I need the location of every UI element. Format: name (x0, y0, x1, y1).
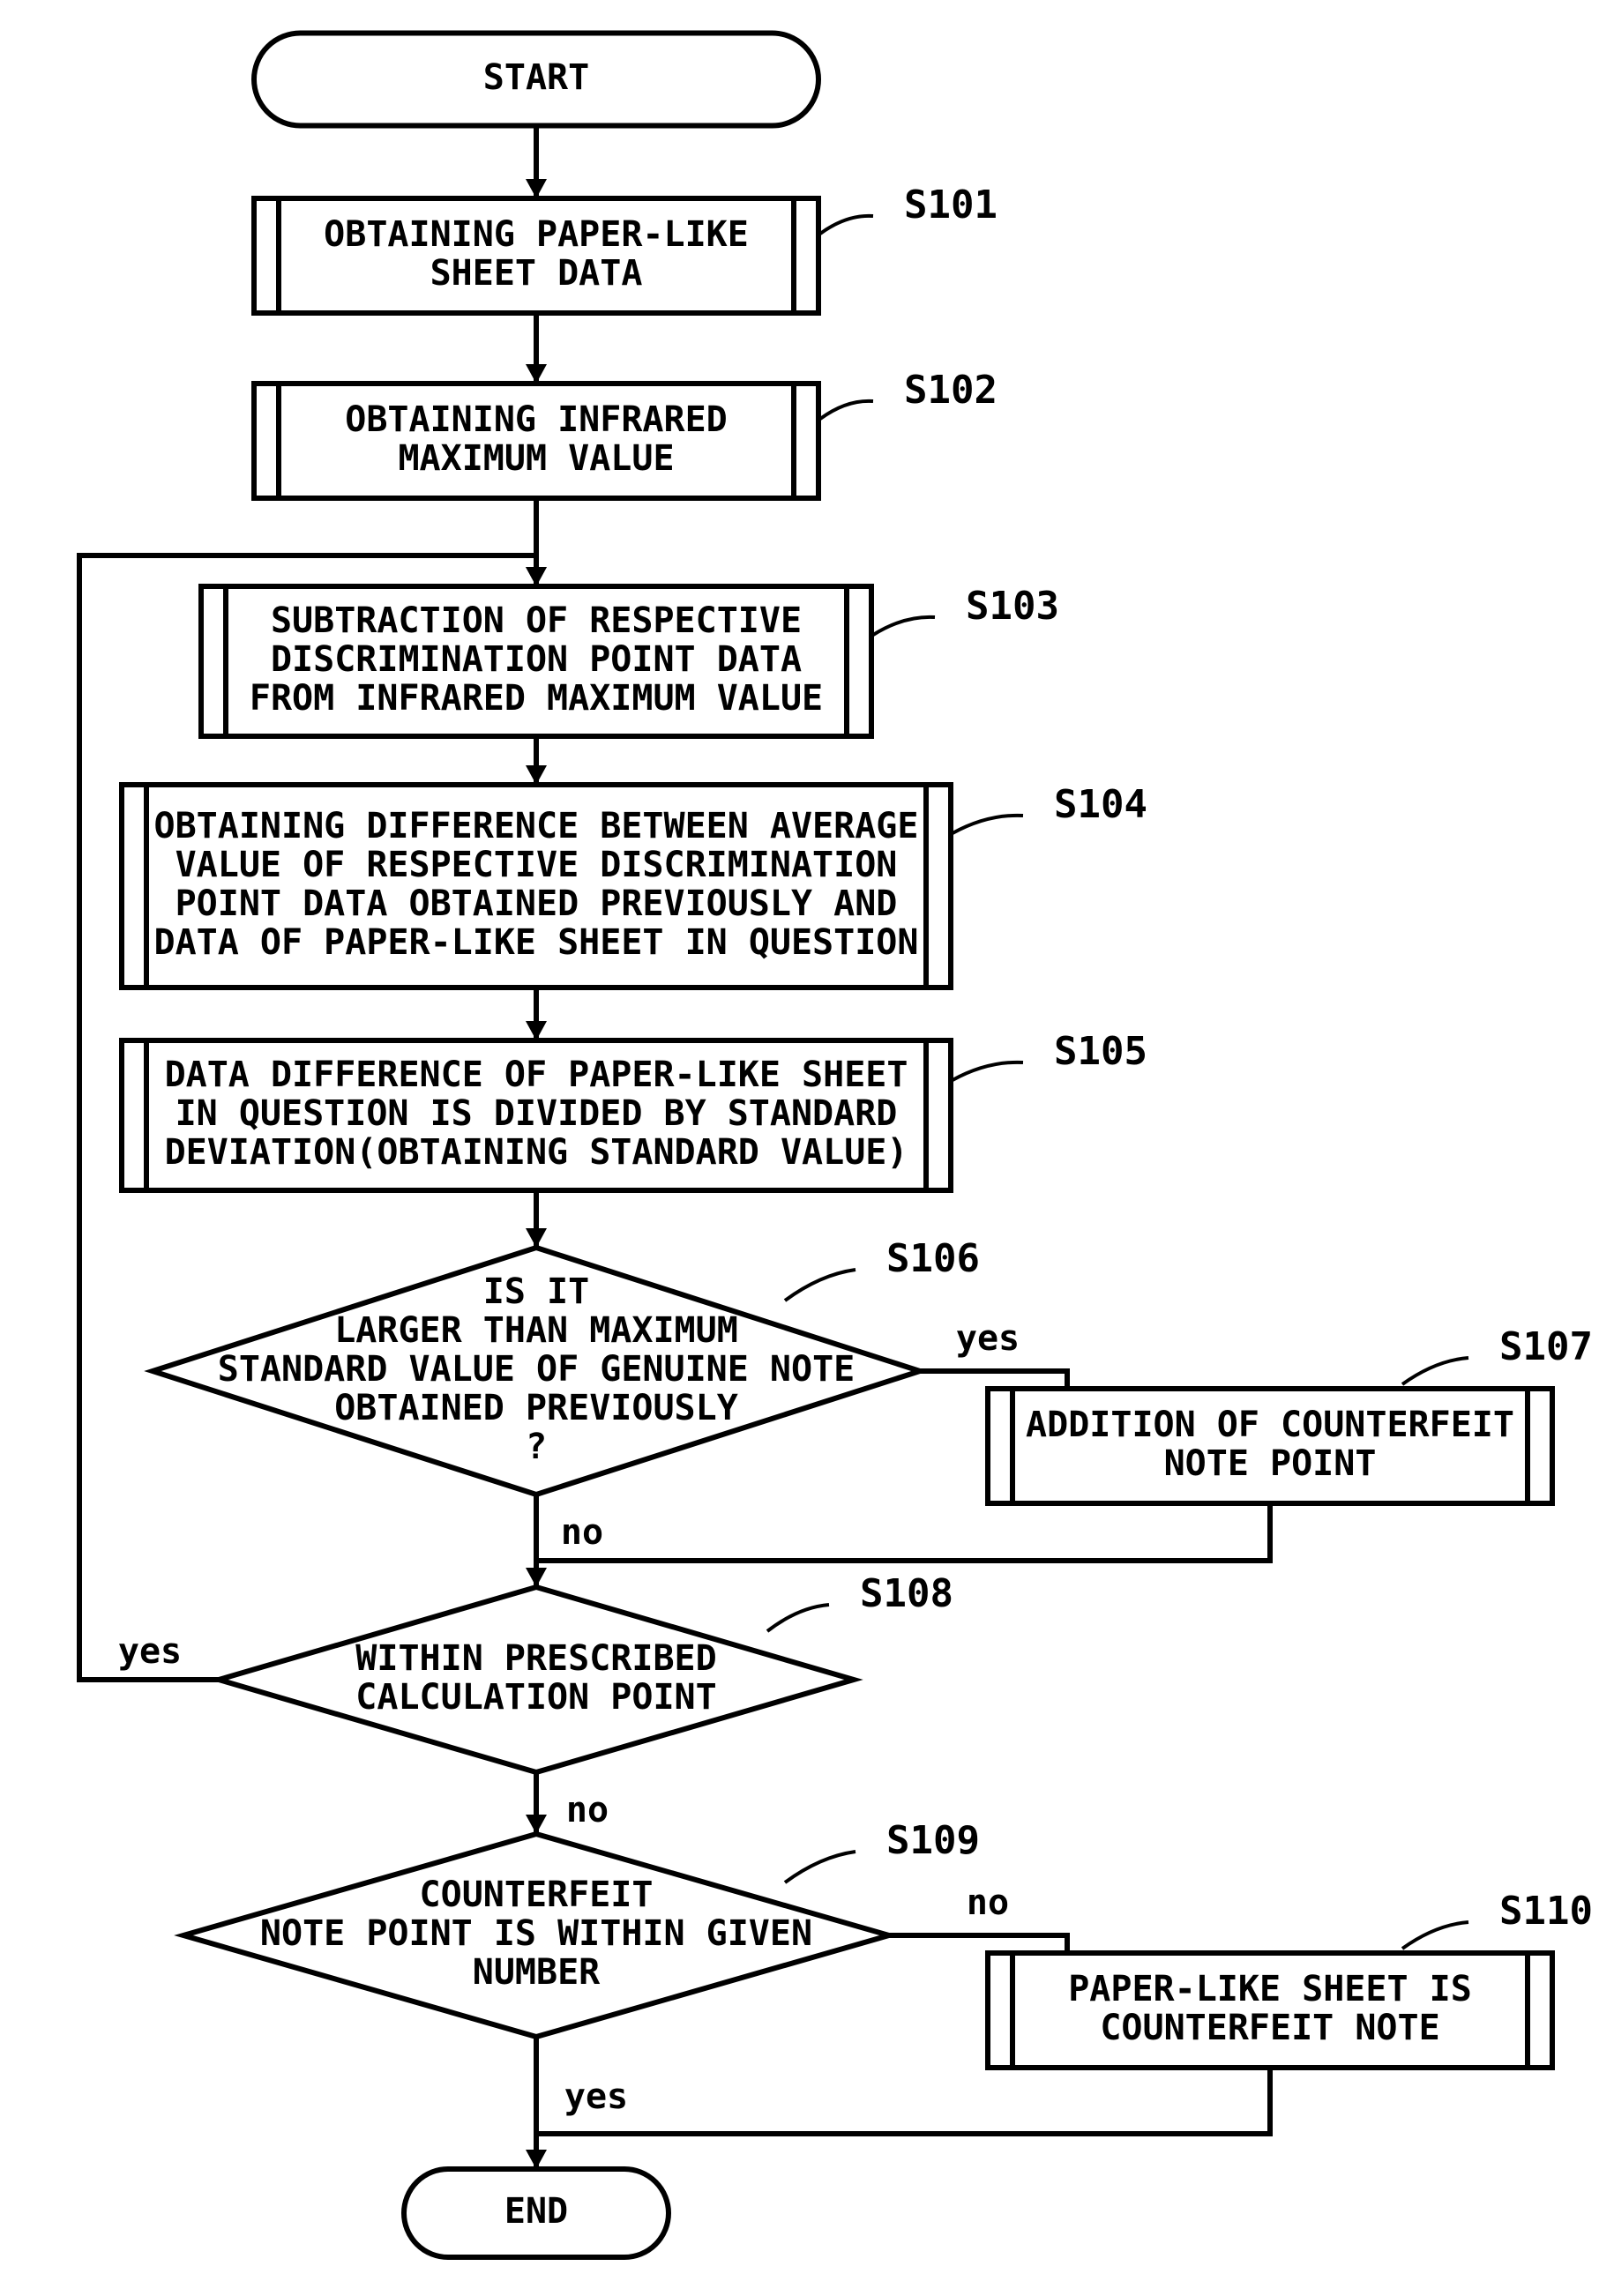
node-text: FROM INFRARED MAXIMUM VALUE (250, 678, 823, 719)
node-text: END (504, 2191, 568, 2232)
branch-label: no (561, 1512, 603, 1553)
node-text: OBTAINING DIFFERENCE BETWEEN AVERAGE (154, 806, 919, 846)
node-text: IN QUESTION IS DIVIDED BY STANDARD (176, 1093, 898, 1134)
branch-label: yes (564, 2076, 628, 2117)
branch-label: yes (118, 1631, 182, 1672)
step-label-s107: S107 (1499, 1324, 1593, 1369)
node-text: CALCULATION POINT (355, 1677, 716, 1718)
branch-label: no (967, 1882, 1009, 1923)
step-label-s103: S103 (966, 584, 1059, 629)
step-label-s105: S105 (1054, 1029, 1147, 1074)
node-text: PAPER-LIKE SHEET IS (1068, 1969, 1472, 2009)
flowchart-canvas: no yes no yes yes no START OBTAINING PAPER-LIKE… (0, 0, 1599, 2296)
step-label-s102: S102 (904, 368, 998, 413)
node-text: DISCRIMINATION POINT DATA (271, 639, 802, 680)
node-text: LARGER THAN MAXIMUM (334, 1310, 738, 1351)
node-text: ? (526, 1427, 547, 1467)
node-text: COUNTERFEIT NOTE (1100, 2008, 1439, 2048)
node-text: VALUE OF RESPECTIVE DISCRIMINATION (176, 845, 898, 885)
node-text: COUNTERFEIT (420, 1875, 654, 1915)
branch-label: no (566, 1790, 609, 1830)
node-text: SHEET DATA (430, 253, 643, 294)
node-text: OBTAINING PAPER-LIKE (324, 214, 749, 255)
node-text: SUBTRACTION OF RESPECTIVE (271, 600, 802, 641)
node-text: NOTE POINT IS WITHIN GIVEN (260, 1913, 812, 1954)
step-label-s109: S109 (886, 1818, 980, 1863)
node-text: NUMBER (473, 1952, 601, 1993)
node-text: NOTE POINT (1164, 1443, 1377, 1484)
node-text: WITHIN PRESCRIBED (355, 1638, 716, 1679)
node-text: ADDITION OF COUNTERFEIT (1026, 1405, 1514, 1445)
step-label-s104: S104 (1054, 782, 1147, 827)
node-text: POINT DATA OBTAINED PREVIOUSLY AND (176, 883, 898, 924)
node-text: STANDARD VALUE OF GENUINE NOTE (218, 1349, 855, 1390)
node-text: OBTAINED PREVIOUSLY (334, 1388, 738, 1428)
node-text: OBTAINING INFRARED (345, 399, 727, 440)
step-label-s101: S101 (904, 183, 998, 227)
step-label-s110: S110 (1499, 1889, 1593, 1934)
step-label-s108: S108 (860, 1571, 953, 1616)
node-text: DATA DIFFERENCE OF PAPER-LIKE SHEET (165, 1055, 908, 1095)
node-text: MAXIMUM VALUE (398, 438, 674, 479)
node-text: START (483, 57, 589, 98)
step-label-s106: S106 (886, 1236, 980, 1281)
node-text: DEVIATION(OBTAINING STANDARD VALUE) (165, 1132, 908, 1173)
node-text: DATA OF PAPER-LIKE SHEET IN QUESTION (154, 922, 919, 963)
branch-label: yes (956, 1318, 1020, 1359)
node-text: IS IT (483, 1271, 589, 1312)
